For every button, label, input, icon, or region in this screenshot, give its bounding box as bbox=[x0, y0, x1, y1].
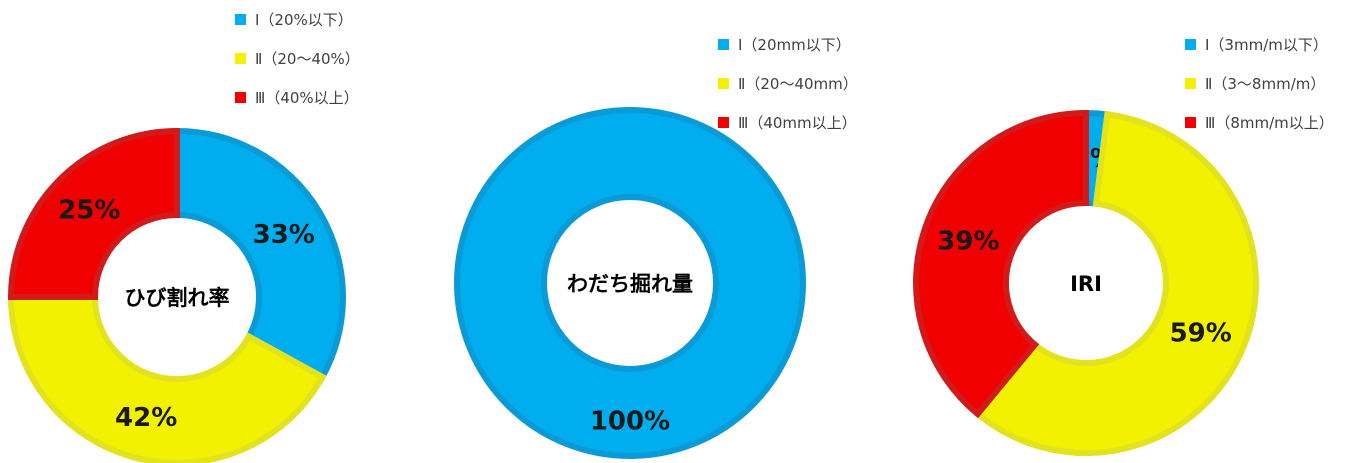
legend-label: Ⅲ（40%以上） bbox=[255, 88, 359, 107]
rutting-depth-donut-chart: Ⅰ（20mm以下） Ⅱ（20～40mm） Ⅲ（40mm以上） 100% わだち掘れ… bbox=[440, 0, 900, 463]
chart-title: ひび割れ率 bbox=[125, 286, 230, 310]
donut-slice-blue bbox=[453, 107, 807, 459]
legend-label: Ⅰ（3mm/m以下） bbox=[1205, 35, 1328, 54]
legend-swatch-red bbox=[1185, 116, 1196, 128]
rutting-depth-legend: Ⅰ（20mm以下） Ⅱ（20～40mm） Ⅲ（40mm以上） bbox=[718, 33, 858, 150]
legend-swatch-blue bbox=[718, 38, 729, 50]
crack-rate-donut-chart: Ⅰ（20%以下） Ⅱ（20～40%） Ⅲ（40%以上） 33% 42% 25% ひび割… bbox=[0, 0, 460, 463]
data-label: 25% bbox=[58, 195, 120, 225]
legend-item-class-2: Ⅱ（3～8mm/m） bbox=[1185, 72, 1334, 94]
legend-swatch-red bbox=[718, 116, 729, 128]
legend-swatch-blue bbox=[1185, 38, 1196, 50]
iri-legend: Ⅰ（3mm/m以下） Ⅱ（3～8mm/m） Ⅲ（8mm/m以上） bbox=[1185, 33, 1334, 150]
donut-slice-blue bbox=[174, 127, 346, 382]
crack-rate-legend: Ⅰ（20%以下） Ⅱ（20～40%） Ⅲ（40%以上） bbox=[235, 8, 360, 125]
donut-slice-red bbox=[7, 127, 180, 300]
legend-item-class-3: Ⅲ（40%以上） bbox=[235, 86, 360, 108]
data-label: 33% bbox=[253, 220, 315, 250]
legend-label: Ⅱ（3～8mm/m） bbox=[1205, 74, 1326, 93]
legend-label: Ⅰ（20mm以下） bbox=[738, 35, 851, 54]
iri-donut-svg: 2%59%39%IRI bbox=[913, 109, 1259, 456]
chart-title: わだち掘れ量 bbox=[567, 272, 693, 296]
data-label: 100% bbox=[590, 407, 670, 437]
legend-item-class-3: Ⅲ（40mm以上） bbox=[718, 111, 858, 133]
legend-swatch-red bbox=[235, 91, 246, 103]
data-label: 59% bbox=[1170, 319, 1232, 349]
donut-slice-red bbox=[913, 109, 1089, 419]
legend-item-class-1: Ⅰ（20%以下） bbox=[235, 8, 360, 30]
legend-item-class-2: Ⅱ（20～40mm） bbox=[718, 72, 858, 94]
legend-swatch-yellow bbox=[235, 52, 246, 64]
legend-item-class-1: Ⅰ（20mm以下） bbox=[718, 33, 858, 55]
donut-slice-yellow bbox=[973, 110, 1259, 456]
legend-item-class-1: Ⅰ（3mm/m以下） bbox=[1185, 33, 1334, 55]
legend-item-class-2: Ⅱ（20～40%） bbox=[235, 47, 360, 69]
data-label: 42% bbox=[115, 403, 177, 433]
donut-slice-yellow bbox=[7, 294, 327, 463]
legend-label: Ⅱ（20～40mm） bbox=[738, 74, 858, 93]
legend-label: Ⅲ（8mm/m以上） bbox=[1205, 113, 1334, 132]
iri-donut-chart: Ⅰ（3mm/m以下） Ⅱ（3～8mm/m） Ⅲ（8mm/m以上） 2% 59% 39… bbox=[900, 0, 1366, 463]
chart-title: IRI bbox=[1070, 272, 1102, 296]
legend-label: Ⅱ（20～40%） bbox=[255, 49, 360, 68]
legend-label: Ⅲ（40mm以上） bbox=[738, 113, 857, 132]
legend-item-class-3: Ⅲ（8mm/m以上） bbox=[1185, 111, 1334, 133]
legend-swatch-blue bbox=[235, 13, 246, 25]
rutting-depth-donut-svg: 100% わだち掘れ量 bbox=[453, 107, 807, 459]
legend-label: Ⅰ（20%以下） bbox=[255, 10, 353, 29]
crack-rate-donut-svg: 33% 42% 25% ひび割れ率 bbox=[7, 127, 346, 463]
legend-swatch-yellow bbox=[718, 77, 729, 89]
data-label: 39% bbox=[937, 227, 999, 257]
legend-swatch-yellow bbox=[1185, 77, 1196, 89]
